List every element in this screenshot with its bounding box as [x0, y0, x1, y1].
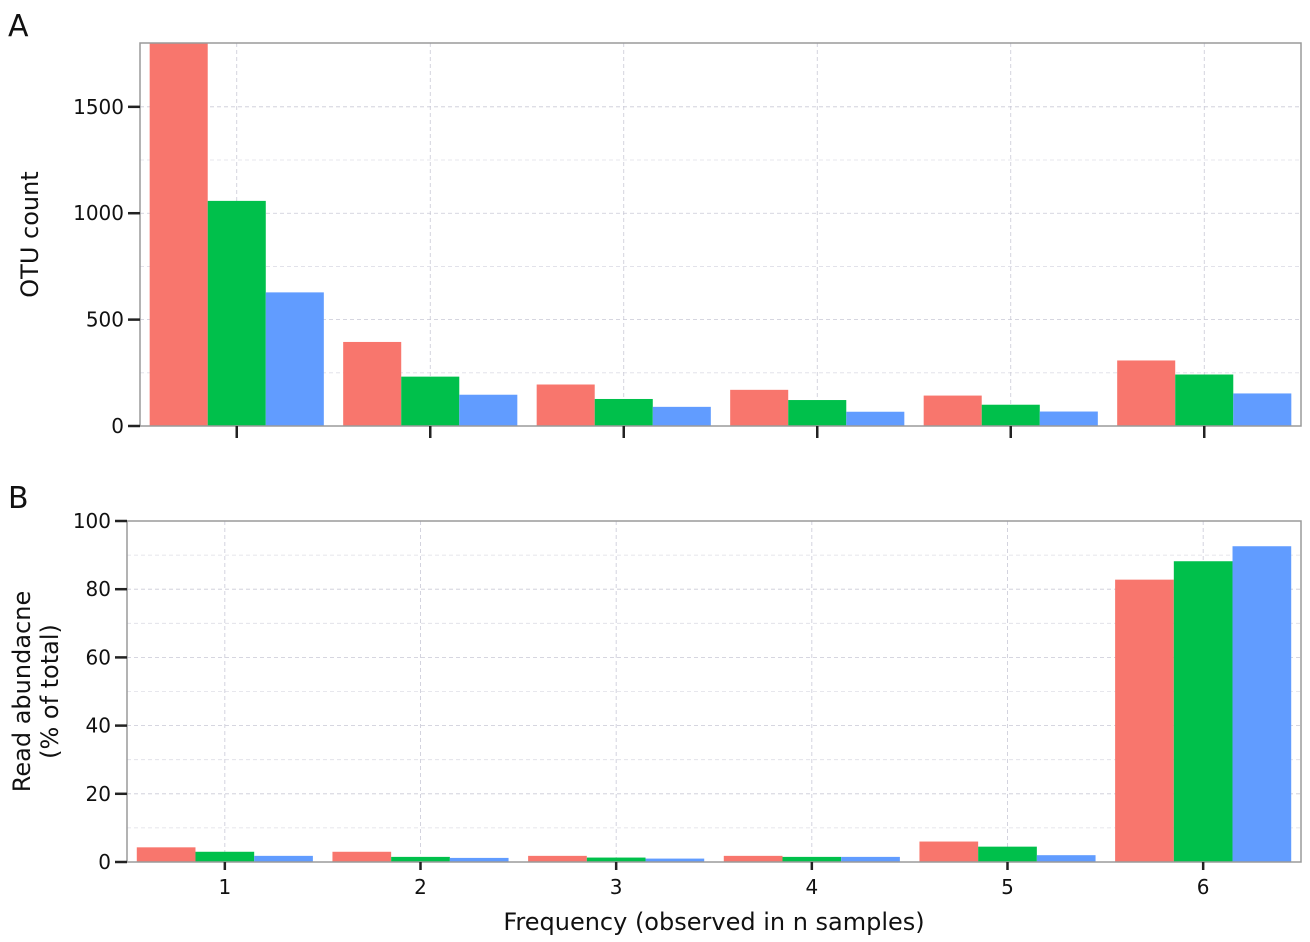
- bar: [1115, 579, 1174, 862]
- plot-frame: [126, 520, 1302, 863]
- y-axis-title: OTU count: [16, 171, 44, 297]
- bar: [401, 376, 460, 426]
- bar: [536, 384, 595, 426]
- x-tick-label: 2: [414, 875, 427, 899]
- y-tick-label: 40: [86, 714, 111, 738]
- y-tick-label: 1000: [73, 201, 124, 225]
- panel-a: A 0 500 1000 1500 OTU count: [8, 9, 1302, 438]
- bar: [449, 857, 509, 862]
- x-tick-label: 4: [805, 875, 818, 899]
- y-axis-title: Read abundacne(% of total): [8, 591, 64, 792]
- y-axis-title-line: OTU count: [16, 171, 44, 297]
- bar: [391, 856, 450, 862]
- bar: [923, 395, 982, 426]
- bar: [1175, 374, 1234, 426]
- bar: [1039, 411, 1098, 426]
- y-axis-title-line: (% of total): [36, 624, 64, 759]
- bar: [594, 398, 653, 426]
- bar: [978, 846, 1037, 862]
- bar: [788, 400, 847, 426]
- bar: [343, 341, 402, 426]
- panel-letter: A: [8, 9, 29, 44]
- bar: [586, 857, 646, 862]
- bar: [136, 847, 196, 862]
- bar: [846, 411, 905, 426]
- bar: [723, 855, 783, 862]
- bar: [254, 855, 313, 862]
- y-tick-label: 500: [86, 308, 124, 332]
- bar: [1232, 546, 1292, 862]
- y-tick-label: 0: [111, 414, 124, 438]
- x-tick-label: 5: [1001, 875, 1014, 899]
- panel-b: B 0 20 40 60 80 100 1 2 3 4 5 6 Read abundacne(% of t…: [8, 481, 1302, 936]
- bar: [782, 856, 842, 862]
- y-tick-label: 100: [73, 509, 111, 533]
- x-tick-label: 6: [1197, 875, 1210, 899]
- bar: [528, 855, 587, 862]
- y-axis-title-line: Read abundacne: [8, 591, 36, 792]
- plot-frame: [139, 42, 1302, 427]
- bar: [981, 404, 1040, 426]
- bar: [195, 851, 255, 862]
- bar: [207, 200, 266, 426]
- y-tick-label: 80: [86, 577, 111, 601]
- y-tick-label: 1500: [73, 95, 124, 119]
- y-tick-label: 60: [86, 645, 111, 669]
- bar: [652, 406, 711, 426]
- x-axis-title: Frequency (observed in n samples): [503, 908, 924, 936]
- bar: [730, 389, 789, 426]
- bar: [332, 851, 392, 862]
- bar: [459, 394, 518, 426]
- bar: [841, 856, 900, 862]
- bar: [1036, 855, 1096, 862]
- bar: [1233, 393, 1292, 426]
- bar: [1173, 561, 1233, 862]
- panel-letter: B: [8, 481, 29, 516]
- y-tick-label: 0: [98, 850, 111, 874]
- bar: [919, 841, 979, 862]
- bar: [1117, 360, 1176, 426]
- x-tick-label: 3: [610, 875, 623, 899]
- x-tick-label: 1: [218, 875, 231, 899]
- bar: [265, 292, 324, 426]
- y-tick-label: 20: [86, 782, 111, 806]
- bar: [645, 858, 705, 862]
- bar: [149, 43, 208, 426]
